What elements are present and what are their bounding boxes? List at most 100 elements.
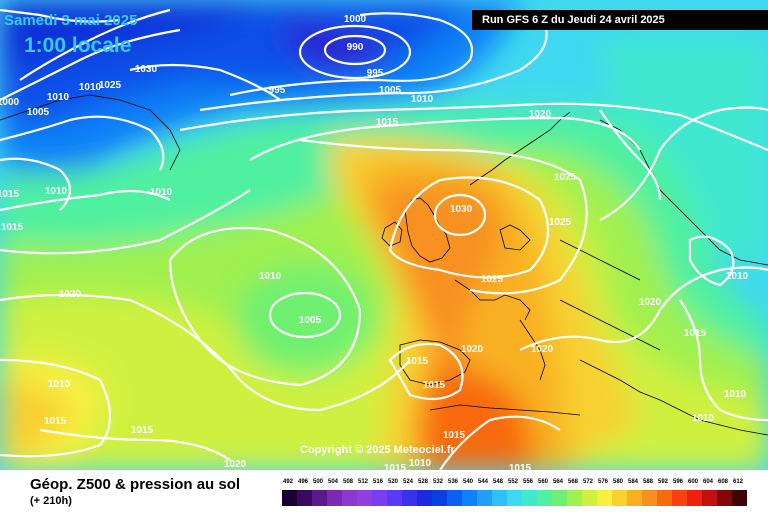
- legend-swatch: [327, 490, 342, 506]
- legend-tick-label: 524: [402, 479, 413, 485]
- isobar-label: 1025: [554, 172, 577, 183]
- legend-tick-label: 560: [537, 479, 548, 485]
- isobar-label: 1025: [481, 274, 504, 285]
- legend-tick-label: 572: [582, 479, 593, 485]
- legend-swatch: [567, 490, 582, 506]
- isobar-label: 1015: [406, 356, 429, 367]
- isobar-label: 1010: [411, 94, 434, 105]
- isobar-label: 1025: [99, 80, 122, 91]
- isobar-label: 1015: [376, 117, 399, 128]
- legend-swatch: [582, 490, 597, 506]
- legend-swatch: [672, 490, 687, 506]
- forecast-time: 1:00 locale: [24, 34, 132, 57]
- legend-swatch: [282, 490, 297, 506]
- legend-tick-label: 548: [492, 479, 503, 485]
- isobar-label: 1020: [59, 289, 82, 300]
- isobar-label: 990: [347, 42, 364, 53]
- isobar-label: 1015: [443, 430, 466, 441]
- legend-swatch: [522, 490, 537, 506]
- isobar-label: 1010: [409, 458, 432, 469]
- legend-tick-label: 576: [597, 479, 608, 485]
- legend-tick-label: 532: [432, 479, 443, 485]
- legend-tick-label: 500: [312, 479, 323, 485]
- isobar-label: 1010: [47, 92, 70, 103]
- legend-tick-label: 592: [657, 479, 668, 485]
- isobar-label: 1015: [384, 463, 407, 470]
- run-info: Run GFS 6 Z du Jeudi 24 avril 2025: [472, 10, 768, 30]
- legend-swatch: [387, 490, 402, 506]
- isobar-label: 1015: [131, 425, 154, 436]
- isobar-label: 1015: [509, 463, 532, 470]
- legend-swatch: [447, 490, 462, 506]
- legend-tick-label: 492: [282, 479, 293, 485]
- legend-swatch: [612, 490, 627, 506]
- legend-tick-label: 496: [297, 479, 308, 485]
- legend-swatches: [282, 490, 750, 506]
- legend-swatch: [492, 490, 507, 506]
- legend-swatch: [537, 490, 552, 506]
- legend-tick-label: 604: [702, 479, 713, 485]
- isobar-label: 1000: [344, 14, 367, 25]
- isobar-label: 1005: [27, 107, 50, 118]
- isobar-label: 1025: [549, 217, 572, 228]
- legend-swatch: [312, 490, 327, 506]
- isobar-label: 1015: [684, 328, 707, 339]
- legend-tick-label: 564: [552, 479, 563, 485]
- legend-tick-label: 612: [732, 479, 743, 485]
- legend-swatch: [402, 490, 417, 506]
- legend-swatch: [552, 490, 567, 506]
- legend-tick-label: 544: [477, 479, 488, 485]
- legend-swatch: [597, 490, 612, 506]
- isobar-label: 995: [367, 68, 384, 79]
- isobar-label: 1015: [1, 222, 24, 233]
- legend-tick-label: 552: [507, 479, 518, 485]
- legend-tick-label: 556: [522, 479, 533, 485]
- legend-tick-label: 520: [387, 479, 398, 485]
- legend-tick-label: 600: [687, 479, 698, 485]
- legend-swatch: [687, 490, 702, 506]
- legend-swatch: [417, 490, 432, 506]
- legend-swatch: [627, 490, 642, 506]
- isobar-label: 1010: [259, 271, 282, 282]
- legend-swatch: [477, 490, 492, 506]
- legend-swatch: [507, 490, 522, 506]
- isobar-label: 1010: [79, 82, 102, 93]
- isobar-label: 1010: [48, 379, 71, 390]
- isobar-label: 1020: [461, 344, 484, 355]
- legend-swatch: [462, 490, 477, 506]
- isobar-label: 1015: [0, 189, 20, 200]
- legend-swatch: [432, 490, 447, 506]
- legend-tick-label: 584: [627, 479, 638, 485]
- chart-title: Géop. Z500 & pression au sol: [30, 476, 241, 493]
- legend-tick-label: 516: [372, 479, 383, 485]
- legend-tick-label: 508: [342, 479, 353, 485]
- legend-swatch: [357, 490, 372, 506]
- legend-tick-label: 540: [462, 479, 473, 485]
- isobar-label: 1010: [692, 413, 715, 424]
- legend-swatch: [702, 490, 717, 506]
- legend-swatch: [372, 490, 387, 506]
- forecast-date: Samedi 3 mai 2025: [4, 12, 138, 29]
- legend-tick-label: 568: [567, 479, 578, 485]
- forecast-lead-time: (+ 210h): [30, 495, 72, 507]
- isobar-label: 1020: [639, 297, 662, 308]
- legend-tick-label: 608: [717, 479, 728, 485]
- isobar-lines: [0, 8, 768, 470]
- isobar-label: 1020: [224, 459, 247, 470]
- isobar-label: 1020: [529, 109, 552, 120]
- legend-tick-label: 580: [612, 479, 623, 485]
- legend-swatch: [732, 490, 747, 506]
- legend-tick-label: 504: [327, 479, 338, 485]
- legend-labels: 492 496 500 504 508 512 516 520 524 528 532 536 540 5…: [282, 479, 750, 488]
- isobar-label: 1030: [135, 64, 158, 75]
- isobar-label: 1015: [44, 416, 67, 427]
- forecast-map: 1000 990 995 995 1005 1010 1015 1020 1030 1010 101…: [0, 0, 768, 470]
- isobar-label: 1005: [299, 315, 322, 326]
- legend-tick-label: 528: [417, 479, 428, 485]
- legend-swatch: [297, 490, 312, 506]
- isobar-label: 1010: [726, 271, 749, 282]
- legend-tick-label: 536: [447, 479, 458, 485]
